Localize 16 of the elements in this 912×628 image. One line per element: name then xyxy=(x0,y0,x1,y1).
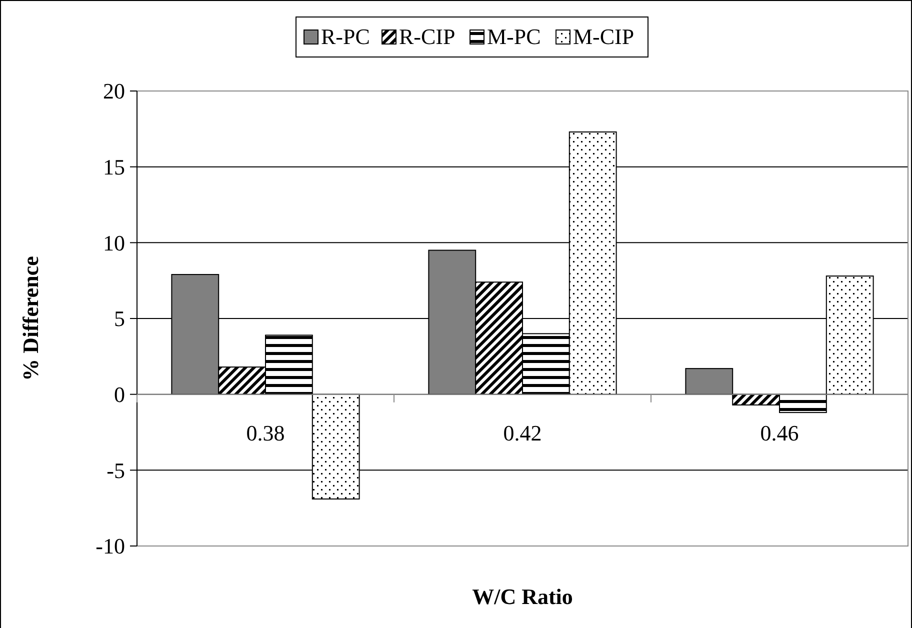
y-tick-label: 20 xyxy=(103,78,125,104)
x-tick-label: 0.42 xyxy=(503,420,542,446)
legend-label: M-PC xyxy=(487,24,541,49)
y-tick-label: 15 xyxy=(103,154,125,180)
y-axis-title: % Difference xyxy=(18,256,43,381)
x-axis-title: W/C Ratio xyxy=(472,584,573,609)
y-tick-label: 5 xyxy=(114,306,125,332)
y-tick-label: 10 xyxy=(103,230,125,256)
x-tick-label: 0.38 xyxy=(246,420,285,446)
legend-label: R-PC xyxy=(321,24,370,49)
x-tick-label: 0.46 xyxy=(760,420,799,446)
y-tick-label: -5 xyxy=(106,458,125,483)
legend-label: R-CIP xyxy=(399,24,456,49)
y-tick-label: -10 xyxy=(96,534,125,559)
legend-label: M-CIP xyxy=(573,24,634,49)
y-tick-label: 0 xyxy=(114,382,125,408)
